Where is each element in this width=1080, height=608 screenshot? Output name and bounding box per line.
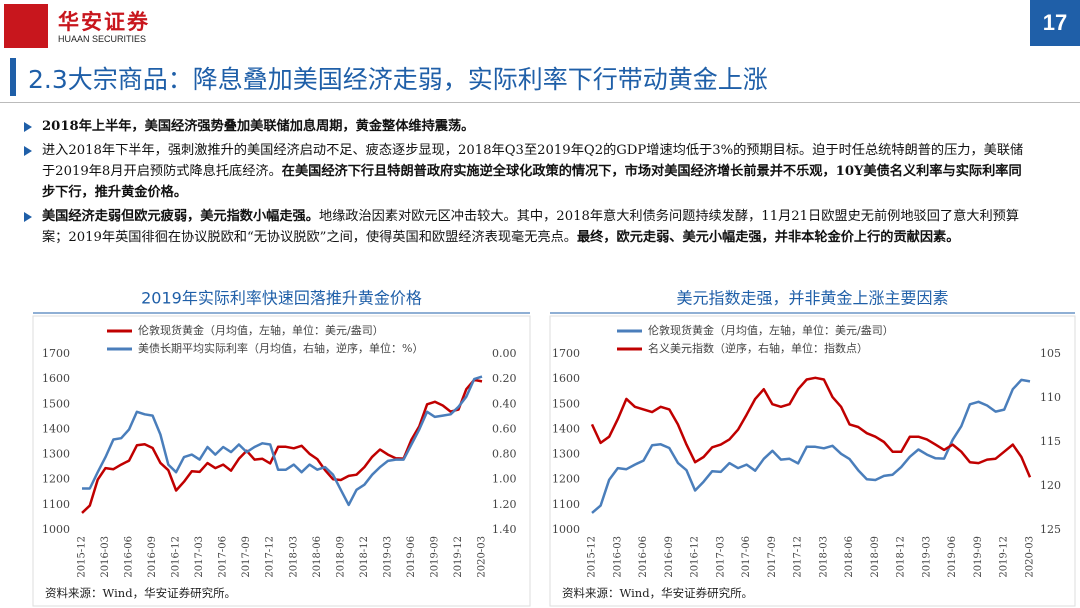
- bullet-text: 在美国经济下行且特朗普政府实施逆全球化政策的情况下，市场对美国经济增长前景并不乐…: [42, 164, 1022, 200]
- y2-tick-label: 110: [1040, 391, 1061, 404]
- x-tick-label: 2016-12: [690, 536, 701, 578]
- company: 华安证券: [58, 10, 150, 34]
- x-tick-label: 2017-06: [741, 536, 752, 578]
- x-tick-label: 2018-09: [335, 536, 346, 578]
- x-tick-label: 2018-06: [312, 536, 323, 578]
- y2-tick-label: 125: [1040, 523, 1061, 536]
- x-tick-label: 2019-06: [947, 536, 958, 578]
- bullet-text: 进入2018年下半年，强刺激推升的美国经济启动不足、疲态逐步显现，2018年Q3…: [42, 143, 1024, 179]
- x-tick-label: 2019-09: [429, 536, 440, 578]
- y-tick-label: 1300: [552, 448, 580, 461]
- series-line: [82, 375, 483, 507]
- y-tick-label: 1200: [42, 473, 70, 486]
- logo: [4, 4, 48, 48]
- x-tick-label: 2018-12: [359, 536, 370, 578]
- chart-frame: [549, 315, 1076, 607]
- y-tick-label: 1200: [552, 473, 580, 486]
- y-tick-label: 1600: [42, 372, 70, 385]
- title-bar: [10, 58, 16, 96]
- x-tick-label: 2019-12: [453, 536, 464, 578]
- y-tick-label: 1700: [552, 347, 580, 360]
- x-tick-label: 2016-06: [124, 536, 135, 578]
- x-tick-label: 2018-06: [844, 536, 855, 578]
- y2-tick-label: 0.60: [492, 422, 517, 435]
- x-tick-label: 2016-09: [147, 536, 158, 578]
- y-tick-label: 1700: [42, 347, 70, 360]
- legend-label: 名义美元指数（逆序，右轴，单位：指数点）: [648, 341, 868, 355]
- x-tick-label: 2016-09: [664, 536, 675, 578]
- y2-tick-label: 115: [1040, 435, 1061, 448]
- company-en: HUAAN SECURITIES: [58, 34, 147, 44]
- x-tick-label: 2019-03: [382, 536, 393, 578]
- x-tick-label: 2019-09: [973, 536, 984, 578]
- page-number: 17: [1030, 0, 1080, 46]
- y-tick-label: 1000: [42, 523, 70, 536]
- bullets: 2018年上半年，美国经济强势叠加美联储加息周期，黄金整体维持震荡。进入2018…: [22, 116, 1032, 251]
- y2-tick-label: 0.40: [492, 397, 517, 410]
- bullet-text: 最终，欧元走弱、美元小幅走强，并非本轮金价上行的贡献因素。: [576, 230, 960, 245]
- y2-tick-label: 0.00: [492, 347, 517, 360]
- x-tick-label: 2019-12: [999, 536, 1010, 578]
- y-tick-label: 1100: [552, 498, 580, 511]
- chart-frame: [32, 315, 531, 607]
- series-line: [591, 378, 1031, 514]
- bullet: 2018年上半年，美国经济强势叠加美联储加息周期，黄金整体维持震荡。: [22, 116, 1032, 137]
- source-note: 资料来源：Wind，华安证券研究所。: [45, 586, 236, 600]
- y-tick-label: 1000: [552, 523, 580, 536]
- x-tick-label: 2018-03: [818, 536, 829, 578]
- y-tick-label: 1400: [552, 422, 580, 435]
- y2-tick-label: 1.00: [492, 473, 517, 486]
- x-tick-label: 2018-12: [896, 536, 907, 578]
- y-tick-label: 1600: [552, 372, 580, 385]
- x-tick-label: 2016-03: [612, 536, 623, 578]
- y-tick-label: 1500: [552, 397, 580, 410]
- y2-tick-label: 0.80: [492, 448, 517, 461]
- y2-tick-label: 1.40: [492, 523, 517, 536]
- rule: [0, 102, 1080, 103]
- x-tick-label: 2017-09: [767, 536, 778, 578]
- legend-label: 伦敦现货黄金（月均值，左轴，单位：美元/盎司）: [138, 323, 384, 337]
- x-tick-label: 2015-12: [587, 536, 598, 578]
- y-tick-label: 1400: [42, 422, 70, 435]
- chart-title: 美元指数走强，并非黄金上涨主要因素: [676, 289, 948, 308]
- x-tick-label: 2017-03: [715, 536, 726, 578]
- series-line: [590, 376, 1032, 478]
- y2-tick-label: 120: [1040, 479, 1061, 492]
- x-tick-label: 2016-12: [171, 536, 182, 578]
- slide-title: 2.3大宗商品：降息叠加美国经济走弱，实际利率下行带动黄金上涨: [28, 65, 768, 94]
- bullet: 进入2018年下半年，强刺激推升的美国经济启动不足、疲态逐步显现，2018年Q3…: [22, 140, 1032, 203]
- chart-title: 2019年实际利率快速回落推升黄金价格: [141, 289, 422, 308]
- legend-label: 伦敦现货黄金（月均值，左轴，单位：美元/盎司）: [648, 323, 894, 337]
- y2-tick-label: 0.20: [492, 372, 517, 385]
- x-tick-label: 2020-03: [477, 536, 488, 578]
- bullet: 美国经济走弱但欧元疲弱，美元指数小幅走强。地缘政治因素对欧元区冲击较大。其中，2…: [22, 206, 1032, 248]
- x-tick-label: 2017-12: [265, 536, 276, 578]
- y-tick-label: 1500: [42, 397, 70, 410]
- x-tick-label: 2016-06: [638, 536, 649, 578]
- series-line: [81, 378, 483, 514]
- x-tick-label: 2019-03: [921, 536, 932, 578]
- source-note: 资料来源：Wind，华安证券研究所。: [562, 586, 753, 600]
- x-tick-label: 2015-12: [77, 536, 88, 578]
- bullet-text: 2018年上半年，美国经济强势叠加美联储加息周期，黄金整体维持震荡。: [42, 119, 475, 134]
- x-tick-label: 2017-09: [241, 536, 252, 578]
- y2-tick-label: 1.20: [492, 498, 517, 511]
- bullet-text: 地缘政治因素对欧元区冲击较大。其中，2018年意大利债务问题持续发酵，11月21…: [42, 209, 1020, 245]
- x-tick-label: 2017-12: [793, 536, 804, 578]
- x-tick-label: 2020-03: [1025, 536, 1036, 578]
- x-tick-label: 2018-03: [288, 536, 299, 578]
- bullet-text: 美国经济走弱但欧元疲弱，美元指数小幅走强。: [42, 209, 319, 224]
- y-tick-label: 1300: [42, 448, 70, 461]
- x-tick-label: 2018-09: [870, 536, 881, 578]
- x-tick-label: 2017-06: [218, 536, 229, 578]
- x-tick-label: 2017-03: [194, 536, 205, 578]
- x-tick-label: 2016-03: [100, 536, 111, 578]
- x-tick-label: 2019-06: [406, 536, 417, 578]
- charts: 2019年实际利率快速回落推升黄金价格 1000 1100 1200 1300 1400 1…: [32, 289, 1076, 607]
- y-tick-label: 1100: [42, 498, 70, 511]
- legend-label: 美债长期平均实际利率（月均值，右轴，逆序，单位：%）: [138, 341, 423, 355]
- y2-tick-label: 105: [1040, 347, 1061, 360]
